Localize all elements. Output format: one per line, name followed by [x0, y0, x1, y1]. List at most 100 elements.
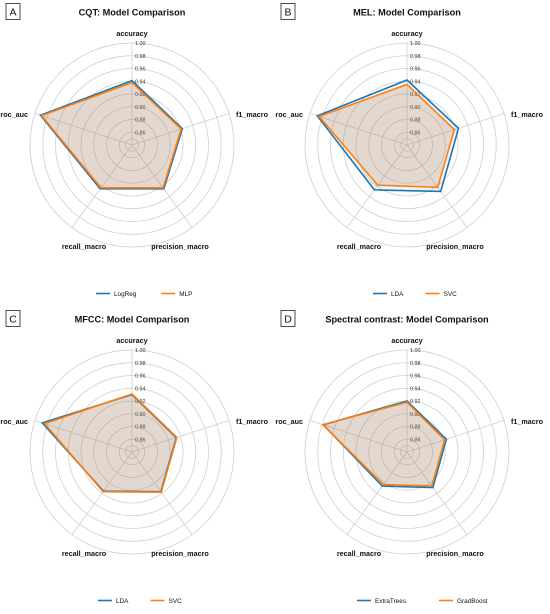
radar-chart: D Spectral contrast: Model Comparison 0.86…	[275, 310, 544, 605]
axis-label-precision-macro: precision_macro	[426, 549, 484, 558]
chart-title: Spectral contrast: Model Comparison	[325, 315, 489, 325]
grid-spoke	[71, 144, 133, 228]
panel-b: B MEL: Model Comparison 0.86 0.88 0.90 0.92 0.…	[275, 0, 550, 307]
legend-label-2: MLP	[179, 291, 192, 298]
axis-label-precision-macro: precision_macro	[426, 242, 484, 251]
panel-label-box	[5, 3, 21, 20]
radial-tick-label: 0.94	[135, 386, 146, 392]
radial-tick-label: 0.94	[135, 79, 146, 85]
axis-label-f1-macro: f1_macro	[236, 110, 269, 119]
series-fill-1	[40, 80, 183, 189]
series-fill-2	[322, 402, 445, 487]
panel-label: B	[284, 7, 291, 19]
axis-label-f1-macro: f1_macro	[236, 417, 269, 426]
legend-label-1: LDA	[391, 291, 404, 298]
axis-label-accuracy: accuracy	[391, 336, 422, 345]
series-fill-1	[317, 79, 459, 192]
grid-spoke	[406, 113, 505, 146]
grid-spoke	[309, 113, 408, 146]
radial-tick-label: 1.00	[135, 41, 146, 47]
axis-label-recall-macro: recall_macro	[337, 549, 382, 558]
radial-tick-label: 0.98	[135, 361, 146, 367]
panel-a: A CQT: Model Comparison 0.86 0.88 0.90 0.92 0.…	[0, 0, 275, 307]
legend-label-1: ExtraTrees	[375, 598, 406, 605]
radial-tick-label: 0.88	[410, 425, 421, 431]
panel-label-box	[280, 3, 296, 20]
panel-c: C MFCC: Model Comparison 0.86 0.88 0.90 0.92 0…	[0, 307, 275, 614]
radial-tick-label: 0.98	[410, 361, 421, 367]
radial-tick-label: 1.00	[135, 348, 146, 354]
radial-tick-label: 0.92	[135, 92, 146, 98]
grid-spoke	[406, 451, 468, 535]
legend-label-2: SVC	[444, 291, 458, 298]
panel-label-box	[280, 310, 296, 327]
axis-label-recall-macro: recall_macro	[337, 242, 382, 251]
series-line-2	[40, 81, 183, 189]
radial-tick-label: 1.00	[410, 348, 421, 354]
axis-label-accuracy: accuracy	[116, 336, 147, 345]
axis-label-recall-macro: recall_macro	[62, 242, 107, 251]
series-fill-1	[323, 401, 447, 488]
axis-label-roc-auc: roc_auc	[275, 417, 303, 426]
series-line-1	[315, 79, 460, 193]
chart-title: MFCC: Model Comparison	[75, 315, 190, 325]
legend-label-1: LDA	[116, 598, 129, 605]
grid-spoke	[406, 420, 505, 453]
series-fill-2	[319, 84, 455, 188]
radial-tick-label: 0.86	[410, 437, 421, 443]
series-fill-2	[44, 393, 177, 493]
axis-label-f1-macro: f1_macro	[511, 417, 544, 426]
radial-tick-label: 0.92	[410, 92, 421, 98]
series-overlap-fill	[319, 84, 455, 188]
radar-chart: B MEL: Model Comparison 0.86 0.88 0.90 0.92 0.…	[275, 3, 544, 298]
series-overlap-fill	[41, 82, 182, 188]
radial-tick-label: 0.88	[135, 118, 146, 124]
axis-label-roc-auc: roc_auc	[275, 110, 303, 119]
grid-spoke	[34, 420, 133, 453]
radar-chart: A CQT: Model Comparison 0.86 0.88 0.90 0.92 0.…	[0, 3, 269, 298]
radial-tick-label: 0.90	[410, 105, 421, 111]
grid-spoke	[406, 144, 468, 228]
axis-label-roc-auc: roc_auc	[0, 417, 28, 426]
series-line-2	[43, 393, 178, 494]
series-line-2	[321, 401, 446, 487]
axis-label-accuracy: accuracy	[116, 29, 147, 38]
radar-chart: C MFCC: Model Comparison0.860.880.900.920…	[0, 310, 269, 605]
grid-spoke	[34, 113, 133, 146]
radial-tick-label: 0.88	[410, 118, 421, 124]
radial-tick-label: 0.94	[410, 386, 421, 392]
grid-spoke	[346, 144, 408, 228]
radial-tick-label: 0.98	[135, 54, 146, 60]
radial-tick-label: 0.96	[410, 67, 421, 73]
radial-tick-label: 0.96	[135, 374, 146, 380]
axis-label-accuracy: accuracy	[391, 29, 422, 38]
series-fill-2	[41, 82, 182, 188]
radial-tick-label: 0.96	[410, 374, 421, 380]
panel-label: C	[9, 314, 17, 326]
series-line-2	[317, 83, 456, 189]
series-overlap-fill	[44, 393, 177, 493]
series-fill-1	[42, 394, 177, 492]
panel-d: D Spectral contrast: Model Comparison 0.86…	[275, 307, 550, 614]
axis-label-roc-auc: roc_auc	[0, 110, 28, 119]
panel-label-box	[5, 310, 21, 327]
grid-spoke	[71, 451, 133, 535]
grid-spoke	[309, 420, 408, 453]
series-line-1	[39, 79, 184, 190]
radial-tick-label: 0.98	[410, 54, 421, 60]
legend-label-2: GradBoost	[457, 598, 488, 605]
panel-label: D	[284, 314, 292, 326]
series-overlap-fill	[322, 402, 445, 487]
radial-tick-label: 1.00	[410, 41, 421, 47]
radial-tick-label: 0.86	[135, 437, 146, 443]
radial-tick-label: 0.92	[410, 399, 421, 405]
chart-title: MEL: Model Comparison	[353, 8, 461, 18]
grid-spoke	[131, 144, 193, 228]
grid-spoke	[131, 420, 230, 453]
radial-tick-label: 0.88	[135, 425, 146, 431]
radial-tick-label: 0.94	[410, 79, 421, 85]
axis-label-precision-macro: precision_macro	[151, 242, 209, 251]
radial-tick-label: 0.90	[410, 412, 421, 418]
radial-tick-label: 0.90	[135, 412, 146, 418]
radial-tick-label: 0.86	[410, 130, 421, 136]
